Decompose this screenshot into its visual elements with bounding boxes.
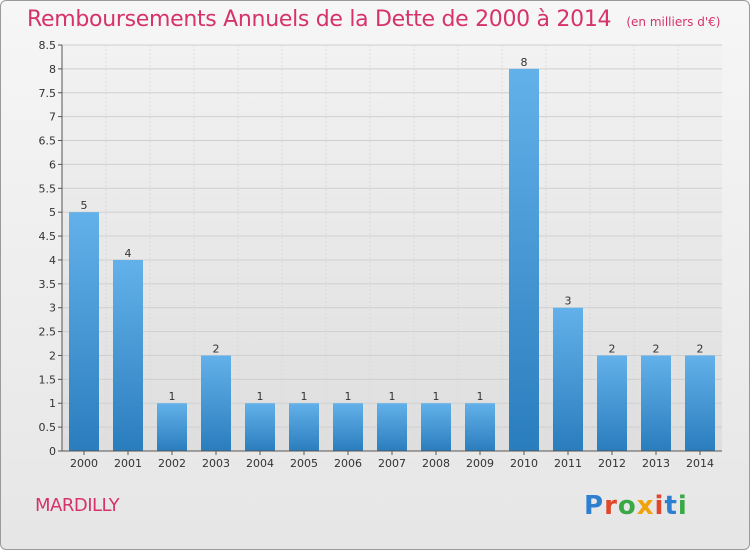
x-tick-label: 2001 <box>114 457 142 470</box>
data-label: 1 <box>257 390 264 403</box>
x-tick-label: 2011 <box>554 457 582 470</box>
bars <box>69 68 715 451</box>
y-tick-label: 5 <box>49 206 56 219</box>
y-tick-labels: 0 0.5 1 1.5 2 2.5 3 3.5 4 4.5 5 5.5 6 6.5 7 7.5 8 8.5 <box>39 39 57 458</box>
logo-letter: i <box>677 491 688 521</box>
x-tick-label: 2008 <box>422 457 450 470</box>
logo-letter: t <box>664 491 678 521</box>
y-tick-label: 4.5 <box>39 230 57 243</box>
data-label: 1 <box>433 390 440 403</box>
y-tick-label: 7 <box>49 111 56 124</box>
bar-2002 <box>157 403 187 451</box>
x-tick-label: 2012 <box>598 457 626 470</box>
data-label: 4 <box>125 247 132 260</box>
bar-2008 <box>421 403 451 451</box>
y-tick-label: 2.5 <box>39 326 57 339</box>
bar-2007 <box>377 403 407 451</box>
data-label: 3 <box>565 295 572 308</box>
x-tick-label: 2010 <box>510 457 538 470</box>
data-labels: 5 4 1 2 1 1 1 1 1 1 8 3 2 2 2 <box>81 56 704 403</box>
bar-2014 <box>685 355 715 451</box>
bar-2012 <box>597 355 627 451</box>
y-tick-label: 8.5 <box>39 39 57 52</box>
data-label: 5 <box>81 199 88 212</box>
bar-2004 <box>245 403 275 451</box>
data-label: 8 <box>521 56 528 69</box>
x-tick-label: 2013 <box>642 457 670 470</box>
x-tick-label: 2002 <box>158 457 186 470</box>
axes <box>58 44 722 455</box>
y-tick-label: 8 <box>49 63 56 76</box>
bar-2000 <box>69 212 99 451</box>
y-tick-label: 5.5 <box>39 182 57 195</box>
y-tick-label: 1.5 <box>39 373 57 386</box>
proxiti-logo[interactable]: Proxiti <box>584 491 688 521</box>
y-tick-label: 1 <box>49 397 56 410</box>
x-tick-label: 2006 <box>334 457 362 470</box>
x-tick-label: 2007 <box>378 457 406 470</box>
bar-2010 <box>509 68 539 451</box>
y-tick-label: 0 <box>49 445 56 458</box>
data-label: 1 <box>345 390 352 403</box>
y-tick-label: 4 <box>49 254 56 267</box>
x-tick-label: 2005 <box>290 457 318 470</box>
logo-letter: x <box>636 491 655 521</box>
data-label: 1 <box>389 390 396 403</box>
data-label: 2 <box>213 342 220 355</box>
bar-2003 <box>201 355 231 451</box>
logo-letter: o <box>617 491 637 521</box>
y-tick-label: 0.5 <box>39 421 57 434</box>
bar-2011 <box>553 307 583 451</box>
y-tick-label: 3 <box>49 302 56 315</box>
bar-2006 <box>333 403 363 451</box>
data-label: 1 <box>169 390 176 403</box>
data-label: 1 <box>301 390 308 403</box>
x-tick-label: 2004 <box>246 457 274 470</box>
x-tick-label: 2014 <box>686 457 714 470</box>
chart-title-main: Remboursements Annuels de la Dette de 20… <box>27 7 612 32</box>
location-name: MARDILLY <box>35 495 120 516</box>
logo-letter: r <box>604 491 618 521</box>
chart-title-unit: (en milliers d'€) <box>626 15 721 29</box>
bar-2009 <box>465 403 495 451</box>
bar-2005 <box>289 403 319 451</box>
logo-letter: P <box>584 491 605 521</box>
logo-letter: i <box>654 491 665 521</box>
y-tick-label: 3.5 <box>39 278 57 291</box>
y-tick-label: 6 <box>49 158 56 171</box>
chart-title: Remboursements Annuels de la Dette de 20… <box>27 7 720 32</box>
x-tick-label: 2009 <box>466 457 494 470</box>
x-tick-labels: 2000 2001 2002 2003 2004 2005 2006 2007 2008 2009… <box>70 457 714 470</box>
y-tick-label: 2 <box>49 349 56 362</box>
bar-2013 <box>641 355 671 451</box>
x-tick-label: 2003 <box>202 457 230 470</box>
data-label: 2 <box>609 342 616 355</box>
y-tick-label: 7.5 <box>39 87 57 100</box>
bar-2001 <box>113 259 143 451</box>
data-label: 1 <box>477 390 484 403</box>
y-tick-label: 6.5 <box>39 135 57 148</box>
data-label: 2 <box>697 342 704 355</box>
data-label: 2 <box>653 342 660 355</box>
x-tick-label: 2000 <box>70 457 98 470</box>
